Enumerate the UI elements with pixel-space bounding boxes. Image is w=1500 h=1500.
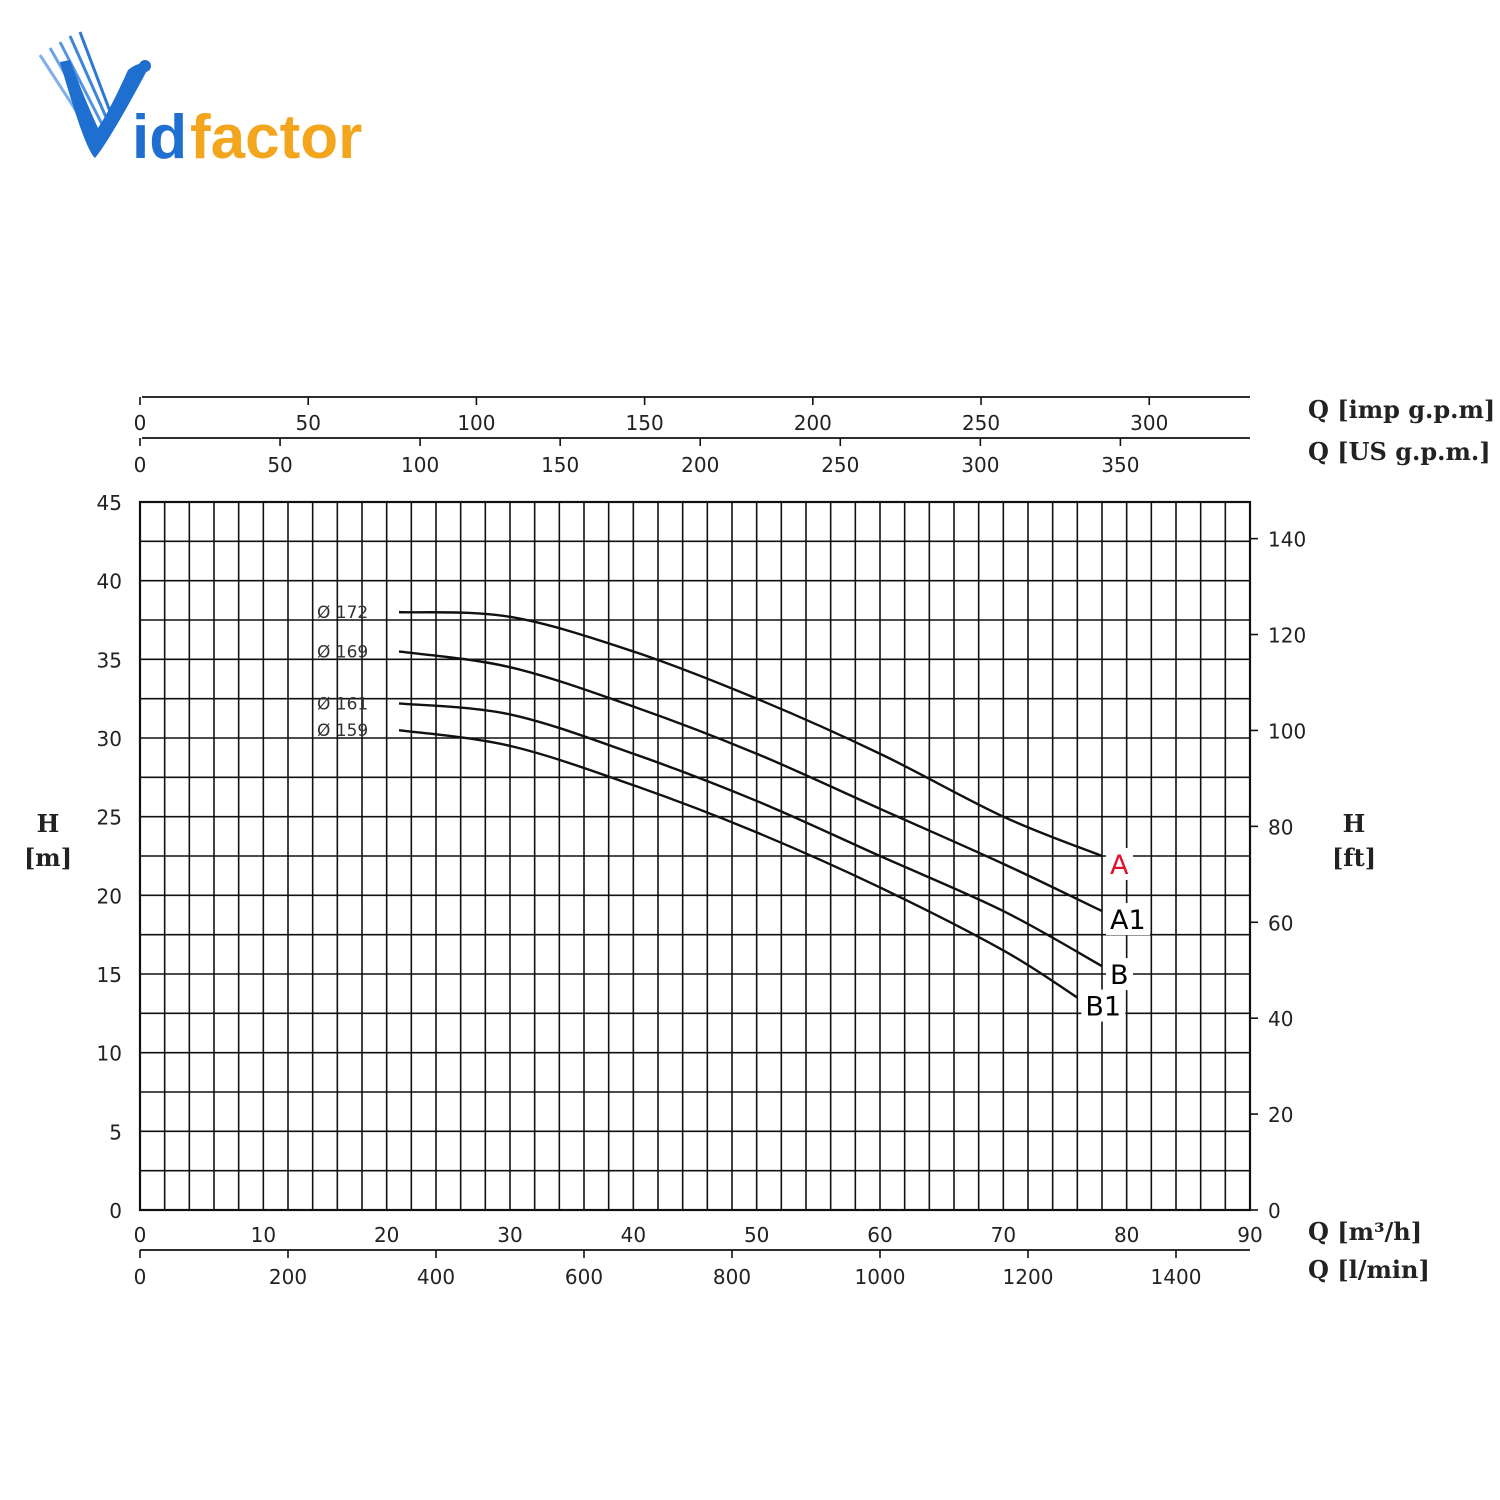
x-tick-label: 90 [1237,1223,1262,1247]
x-tick-label: 50 [744,1223,769,1247]
top-imp-tick-label: 250 [962,411,1000,435]
top-us-tick-label: 0 [134,453,147,477]
top-us-tick-label: 100 [401,453,439,477]
y-left-axis-label: H [37,809,60,838]
y-ft-tick-label: 40 [1268,1007,1293,1031]
y-ft-tick-label: 80 [1268,815,1293,839]
top-us-tick-label: 250 [821,453,859,477]
y-tick-label: 35 [97,648,122,672]
top-us-tick-label: 150 [541,453,579,477]
top-imp-tick-label: 100 [457,411,495,435]
top-axis-imp-label: Q [imp g.p.m] [1308,395,1495,424]
series-line-b1 [398,728,1078,999]
top-us-tick-label: 50 [267,453,292,477]
y-left-axis-unit: [m] [24,843,72,872]
end-label-a: A [1110,850,1129,881]
x-alt-tick-label: 200 [269,1265,307,1289]
y-right-axis-label: H [1343,809,1366,838]
x-alt-tick-label: 600 [565,1265,603,1289]
y-tick-label: 40 [97,570,122,594]
y-right-axis-unit: [ft] [1332,843,1376,872]
y-ft-tick-label: 140 [1268,528,1306,552]
x-alt-tick-label: 400 [417,1265,455,1289]
end-label-a1: A1 [1110,905,1146,936]
feather-icon [38,31,151,158]
x-tick-label: 40 [621,1223,646,1247]
y-ft-tick-label: 120 [1268,624,1306,648]
y-tick-label: 45 [97,491,122,515]
top-imp-tick-label: 200 [794,411,832,435]
y-tick-label: 20 [97,884,122,908]
y-ft-tick-label: 100 [1268,719,1306,743]
diameter-label-a: Ø 172 [317,603,368,623]
y-tick-label: 0 [109,1199,122,1223]
top-axis-us-label: Q [US g.p.m.] [1308,437,1491,466]
x-alt-axis-label: Q [l/min] [1308,1255,1430,1284]
y-tick-label: 15 [97,963,122,987]
x-alt-tick-label: 1200 [1003,1265,1054,1289]
top-us-tick-label: 200 [681,453,719,477]
top-us-tick-label: 350 [1101,453,1139,477]
grid [138,500,1252,1212]
top-us-tick-label: 300 [961,453,999,477]
top-imp-tick-label: 300 [1130,411,1168,435]
x-tick-label: 70 [991,1223,1016,1247]
x-tick-label: 30 [497,1223,522,1247]
x-alt-tick-label: 1400 [1151,1265,1202,1289]
diameter-label-b1: Ø 159 [317,721,368,741]
x-tick-label: 80 [1114,1223,1139,1247]
top-imp-tick-label: 50 [295,411,320,435]
logo-text-id: id [132,103,187,172]
x-alt-tick-label: 1000 [855,1265,906,1289]
series-layer [398,610,1103,999]
end-label-b: B [1110,960,1129,991]
diameter-label-a1: Ø 169 [317,642,368,662]
y-ft-tick-label: 60 [1268,911,1293,935]
y-tick-label: 10 [97,1042,122,1066]
y-ft-tick-label: 20 [1268,1103,1293,1127]
series-line-a1 [398,650,1103,913]
y-tick-label: 30 [97,727,122,751]
x-axis-label: Q [m³/h] [1308,1217,1422,1246]
x-tick-label: 20 [374,1223,399,1247]
logo: id factor [38,31,362,172]
plot-frame [138,500,1252,1212]
end-label-backing [1106,958,1133,991]
y-tick-label: 5 [109,1120,122,1144]
x-alt-tick-label: 0 [134,1265,147,1289]
y-tick-label: 25 [97,806,122,830]
top-imp-tick-label: 150 [626,411,664,435]
diameter-label-b: Ø 161 [317,694,368,714]
series-line-a [398,610,1103,858]
end-label-b1: B1 [1085,992,1121,1023]
labels-layer: Ø 172 A Ø 169 A1 Ø 161 B Ø 159 B1 [317,603,1150,1023]
x-tick-label: 10 [251,1223,276,1247]
x-alt-tick-label: 800 [713,1265,751,1289]
logo-text-factor: factor [190,103,362,172]
end-label-backing [1081,989,1126,1022]
x-tick-label: 60 [867,1223,892,1247]
series-line-b [398,702,1103,968]
x-tick-label: 0 [134,1223,147,1247]
end-label-backing [1106,903,1150,936]
y-ft-tick-label: 0 [1268,1199,1281,1223]
top-imp-tick-label: 0 [134,411,147,435]
end-label-backing [1106,848,1133,880]
